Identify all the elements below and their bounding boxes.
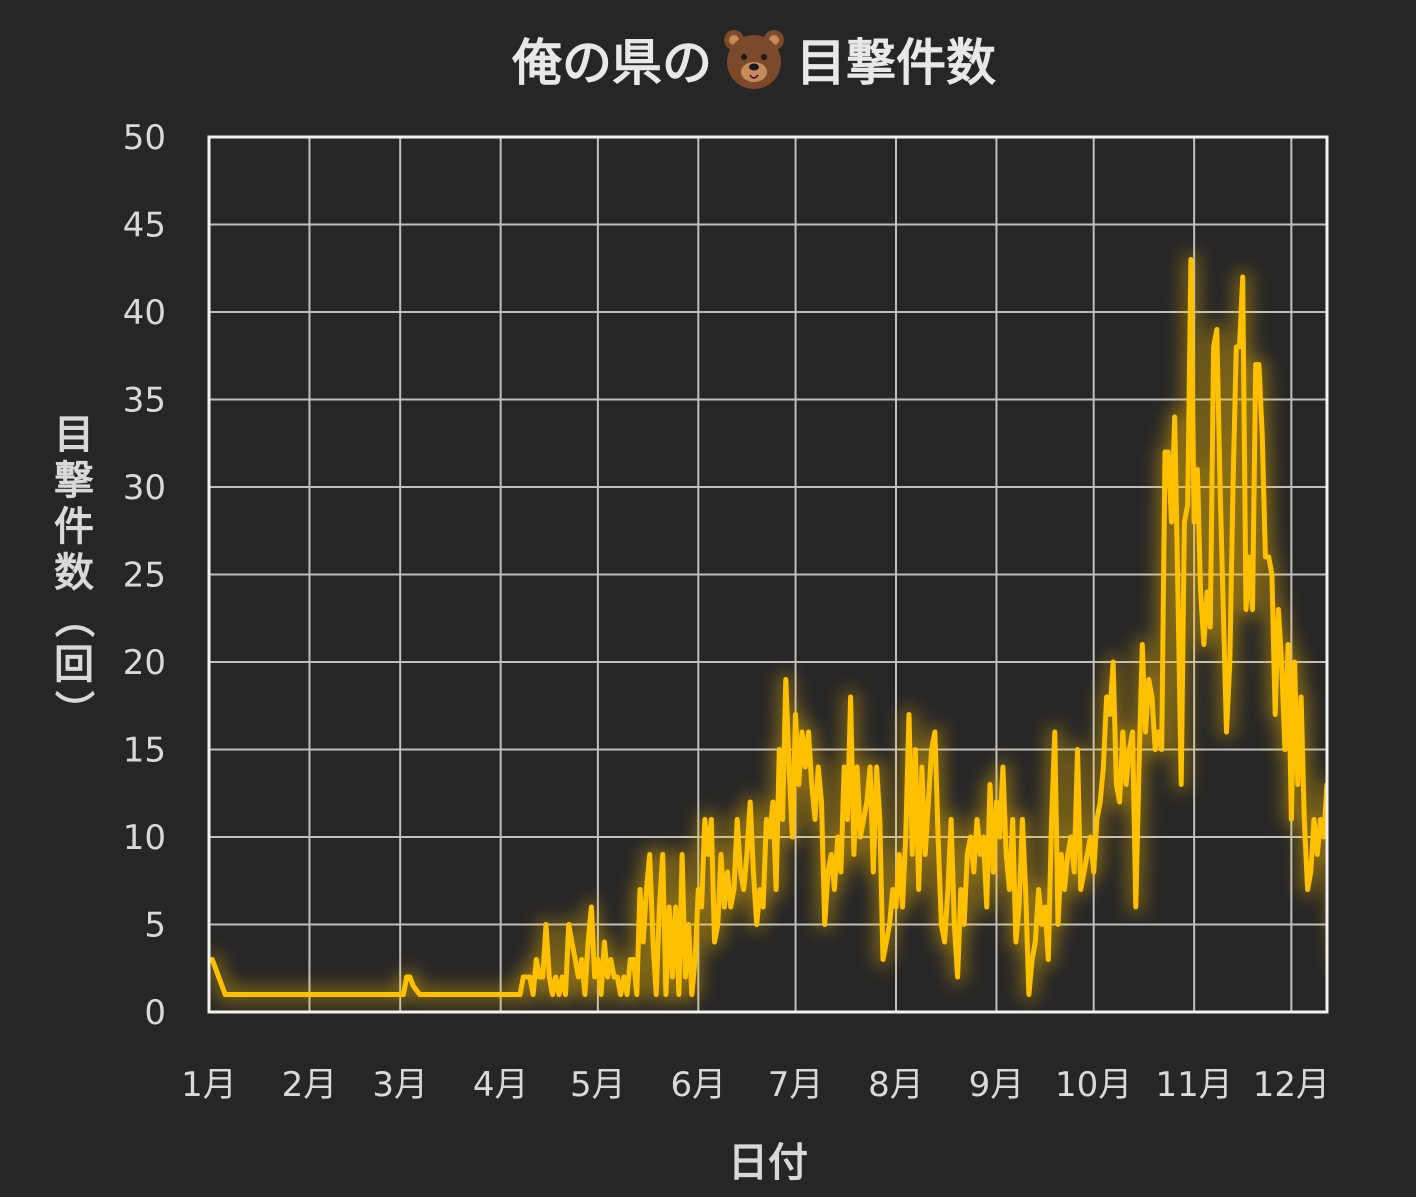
x-tick-label: 7月 bbox=[768, 1065, 824, 1105]
x-tick-label: 10月 bbox=[1055, 1065, 1132, 1105]
y-tick-label: 25 bbox=[123, 556, 166, 596]
y-tick-label: 35 bbox=[123, 381, 166, 421]
y-tick-label: 40 bbox=[123, 293, 166, 333]
y-tick-label: 30 bbox=[123, 468, 166, 508]
y-axis-title-char: 回 bbox=[54, 642, 94, 688]
y-axis-title-char: （ bbox=[50, 598, 96, 638]
y-axis-title-char: 数 bbox=[54, 550, 94, 596]
chart-title-part-2: 目撃件数 bbox=[796, 34, 996, 92]
y-tick-label: 45 bbox=[123, 206, 166, 246]
chart-title: 俺の県の 目撃件数 bbox=[511, 30, 996, 92]
series-line bbox=[209, 257, 1327, 997]
y-axis-tick-labels: 0 5 10 15 20 25 30 35 40 45 50 bbox=[123, 118, 166, 1033]
plot-frame bbox=[207, 135, 1329, 1014]
x-tick-label: 1月 bbox=[181, 1065, 237, 1105]
x-axis-tick-labels: 1月 2月 3月 4月 5月 6月 7月 8月 9月 10月 11月 12月 bbox=[181, 1065, 1330, 1105]
y-tick-label: 10 bbox=[123, 818, 166, 858]
horizontal-gridlines bbox=[209, 223, 1327, 926]
x-tick-label: 8月 bbox=[868, 1065, 924, 1105]
y-axis-title-char: ） bbox=[50, 690, 96, 730]
y-axis-title-char: 撃 bbox=[54, 458, 94, 504]
x-tick-label: 9月 bbox=[969, 1065, 1025, 1105]
y-axis-title-char: 目 bbox=[54, 412, 94, 458]
x-tick-label: 6月 bbox=[671, 1065, 727, 1105]
x-tick-label: 5月 bbox=[570, 1065, 626, 1105]
x-tick-label: 3月 bbox=[372, 1065, 428, 1105]
chart-title-part-1: 俺の県の bbox=[511, 34, 712, 92]
y-axis-title-char: 件 bbox=[54, 504, 94, 550]
x-tick-label: 4月 bbox=[473, 1065, 529, 1105]
y-axis-title: 目撃件数（回） bbox=[50, 412, 96, 730]
y-tick-label: 20 bbox=[123, 643, 166, 683]
series-layer bbox=[209, 252, 1327, 1002]
x-axis-title: 日付 bbox=[728, 1140, 808, 1186]
bear-face-icon bbox=[724, 30, 784, 89]
y-tick-label: 50 bbox=[123, 118, 166, 158]
x-tick-label: 2月 bbox=[282, 1065, 338, 1105]
x-tick-label: 11月 bbox=[1156, 1065, 1233, 1105]
y-tick-label: 15 bbox=[123, 731, 166, 771]
x-tick-label: 12月 bbox=[1253, 1065, 1330, 1105]
y-tick-label: 5 bbox=[144, 906, 166, 946]
y-tick-label: 0 bbox=[144, 993, 166, 1033]
